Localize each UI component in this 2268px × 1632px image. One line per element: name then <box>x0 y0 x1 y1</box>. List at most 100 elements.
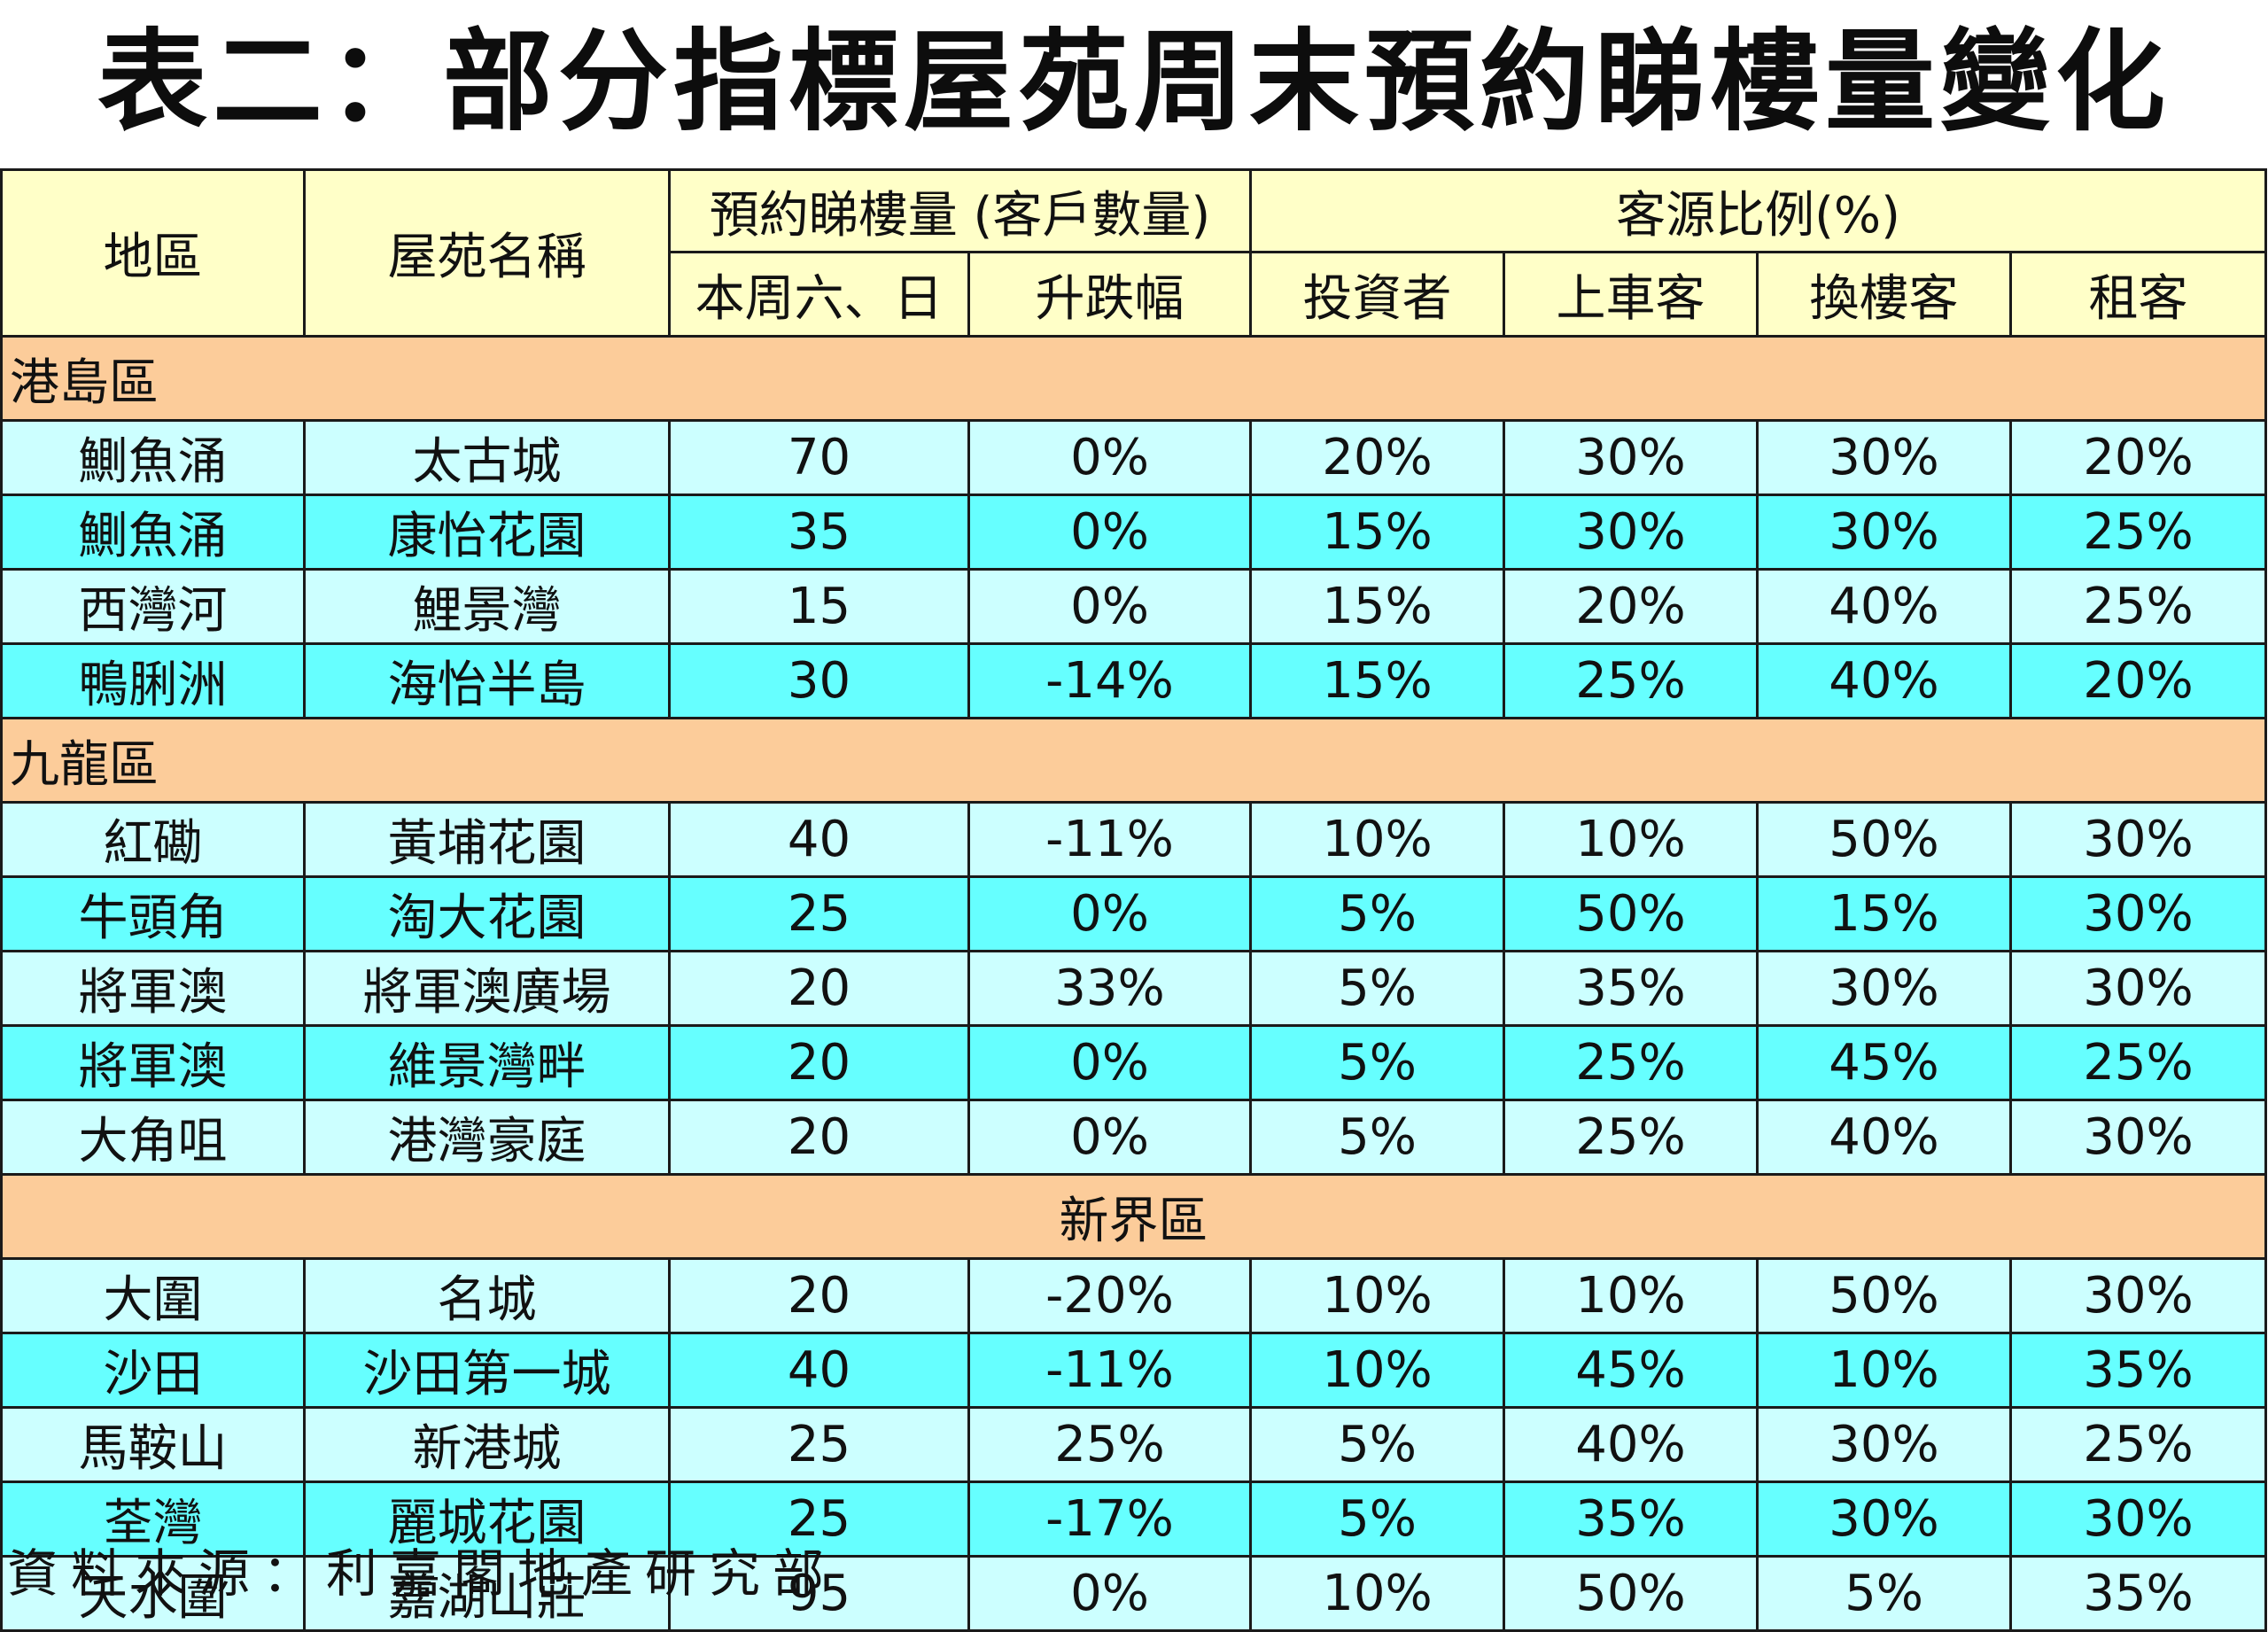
cell-change: -11% <box>967 1332 1252 1409</box>
cell-upgrader: 30% <box>1756 1406 2012 1483</box>
table-body: 港島區 鰂魚涌 太古城 70 0% 20% 30% 30% 20% 鰂魚涌 康怡花園 35 0% 15% 3… <box>0 335 2268 1632</box>
table-row: 大圍 名城 20 -20% 10% 10% 50% 30% <box>0 1257 2268 1334</box>
page-title: 表二：部分指標屋苑周末預約睇樓量變化 <box>97 19 2171 146</box>
table-row: 鰂魚涌 康怡花園 35 0% 15% 30% 30% 25% <box>0 493 2268 571</box>
cell-investor: 10% <box>1249 801 1505 878</box>
cell-investor: 15% <box>1249 568 1505 645</box>
cell-upgrader: 45% <box>1756 1024 2012 1101</box>
cell-weekend-bookings: 70 <box>668 419 970 496</box>
cell-first-buyer: 25% <box>1503 1099 1759 1176</box>
cell-tenant: 35% <box>2008 1555 2268 1632</box>
section-row: 港島區 <box>0 335 2268 422</box>
cell-weekend-bookings: 25 <box>668 1480 970 1558</box>
cell-tenant: 20% <box>2008 642 2268 719</box>
cell-investor: 15% <box>1249 642 1505 719</box>
table-row: 牛頭角 淘大花園 25 0% 5% 50% 15% 30% <box>0 875 2268 952</box>
cell-first-buyer: 30% <box>1503 419 1759 496</box>
cell-weekend-bookings: 40 <box>668 801 970 878</box>
cell-weekend-bookings: 30 <box>668 642 970 719</box>
cell-estate: 沙田第一城 <box>303 1332 671 1409</box>
cell-investor: 5% <box>1249 1099 1505 1176</box>
cell-district: 牛頭角 <box>0 875 306 952</box>
table-row: 沙田 沙田第一城 40 -11% 10% 45% 10% 35% <box>0 1332 2268 1409</box>
cell-investor: 10% <box>1249 1332 1505 1409</box>
section-row: 新界區 <box>0 1173 2268 1260</box>
cell-investor: 10% <box>1249 1555 1505 1632</box>
table-row: 鴨脷洲 海怡半島 30 -14% 15% 25% 40% 20% <box>0 642 2268 719</box>
cell-tenant: 30% <box>2008 801 2268 878</box>
cell-district: 鰂魚涌 <box>0 493 306 571</box>
header-weekend: 本周六、日 <box>668 251 970 338</box>
table-row: 大角咀 港灣豪庭 20 0% 5% 25% 40% 30% <box>0 1099 2268 1176</box>
cell-estate: 維景灣畔 <box>303 1024 671 1101</box>
cell-district: 鴨脷洲 <box>0 642 306 719</box>
cell-district: 荃灣 <box>0 1480 306 1558</box>
cell-tenant: 35% <box>2008 1332 2268 1409</box>
header-first-buyer: 上車客 <box>1503 251 1759 338</box>
cell-change: 25% <box>967 1406 1252 1483</box>
cell-upgrader: 40% <box>1756 642 2012 719</box>
cell-investor: 5% <box>1249 875 1505 952</box>
table-row: 鰂魚涌 太古城 70 0% 20% 30% 30% 20% <box>0 419 2268 496</box>
cell-weekend-bookings: 15 <box>668 568 970 645</box>
cell-estate: 名城 <box>303 1257 671 1334</box>
cell-first-buyer: 25% <box>1503 1024 1759 1101</box>
cell-estate: 新港城 <box>303 1406 671 1483</box>
cell-district: 鰂魚涌 <box>0 419 306 496</box>
cell-upgrader: 50% <box>1756 1257 2012 1334</box>
cell-investor: 5% <box>1249 1406 1505 1483</box>
cell-district: 大角咀 <box>0 1099 306 1176</box>
cell-investor: 20% <box>1249 419 1505 496</box>
cell-investor: 15% <box>1249 493 1505 571</box>
cell-upgrader: 50% <box>1756 801 2012 878</box>
cell-investor: 5% <box>1249 1480 1505 1558</box>
cell-tenant: 30% <box>2008 1480 2268 1558</box>
header-booking-group: 預約睇樓量 (客戶數量) <box>668 168 1252 253</box>
cell-district: 馬鞍山 <box>0 1406 306 1483</box>
cell-investor: 10% <box>1249 1257 1505 1334</box>
cell-change: 0% <box>967 419 1252 496</box>
cell-tenant: 25% <box>2008 1024 2268 1101</box>
header-investor: 投資者 <box>1249 251 1505 338</box>
cell-change: 0% <box>967 875 1252 952</box>
cell-change: -11% <box>967 801 1252 878</box>
cell-estate: 康怡花園 <box>303 493 671 571</box>
cell-investor: 5% <box>1249 1024 1505 1101</box>
cell-tenant: 20% <box>2008 419 2268 496</box>
cell-change: 0% <box>967 493 1252 571</box>
cell-upgrader: 5% <box>1756 1555 2012 1632</box>
cell-first-buyer: 50% <box>1503 875 1759 952</box>
cell-tenant: 25% <box>2008 1406 2268 1483</box>
cell-weekend-bookings: 20 <box>668 1257 970 1334</box>
cell-first-buyer: 50% <box>1503 1555 1759 1632</box>
cell-first-buyer: 30% <box>1503 493 1759 571</box>
cell-weekend-bookings: 40 <box>668 1332 970 1409</box>
cell-first-buyer: 45% <box>1503 1332 1759 1409</box>
cell-weekend-bookings: 25 <box>668 1406 970 1483</box>
header-tenant: 租客 <box>2008 251 2268 338</box>
cell-upgrader: 10% <box>1756 1332 2012 1409</box>
cell-upgrader: 40% <box>1756 568 2012 645</box>
table-row: 紅磡 黃埔花園 40 -11% 10% 10% 50% 30% <box>0 801 2268 878</box>
source-note: 資料來源：利嘉閣地產研究部 <box>7 1543 837 1604</box>
cell-weekend-bookings: 20 <box>668 1099 970 1176</box>
cell-change: 0% <box>967 1555 1252 1632</box>
table-row: 將軍澳 維景灣畔 20 0% 5% 25% 45% 25% <box>0 1024 2268 1101</box>
cell-upgrader: 30% <box>1756 493 2012 571</box>
cell-change: 0% <box>967 1024 1252 1101</box>
cell-first-buyer: 35% <box>1503 1480 1759 1558</box>
cell-estate: 鯉景灣 <box>303 568 671 645</box>
cell-first-buyer: 35% <box>1503 950 1759 1027</box>
cell-first-buyer: 10% <box>1503 801 1759 878</box>
section-label: 九龍區 <box>0 717 2268 804</box>
header-estate: 屋苑名稱 <box>303 168 671 338</box>
cell-district: 沙田 <box>0 1332 306 1409</box>
cell-tenant: 30% <box>2008 875 2268 952</box>
cell-estate: 海怡半島 <box>303 642 671 719</box>
cell-estate: 太古城 <box>303 419 671 496</box>
header-district: 地區 <box>0 168 306 338</box>
header-ratio-group: 客源比例(%) <box>1248 168 2268 253</box>
cell-weekend-bookings: 20 <box>668 950 970 1027</box>
cell-estate: 港灣豪庭 <box>303 1099 671 1176</box>
